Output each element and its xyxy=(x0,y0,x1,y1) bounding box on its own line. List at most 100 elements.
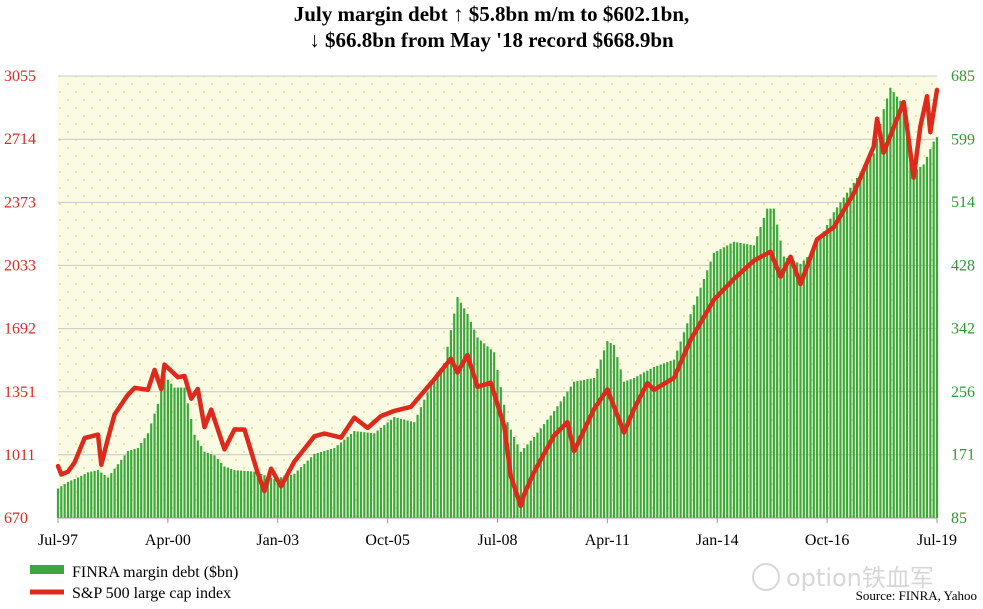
margin-debt-bar xyxy=(739,242,742,519)
margin-debt-bar xyxy=(652,366,656,518)
margin-debt-bar xyxy=(296,470,299,518)
margin-debt-bar xyxy=(682,332,686,518)
x-tick-label: Jan-14 xyxy=(696,532,739,549)
margin-debt-bar xyxy=(539,428,542,518)
margin-debt-bar xyxy=(493,352,496,518)
margin-debt-bar xyxy=(483,343,486,518)
margin-debt-bar xyxy=(676,350,679,518)
source-note: Source: FINRA, Yahoo xyxy=(855,588,977,603)
margin-debt-bar xyxy=(306,460,309,518)
margin-debt-bar xyxy=(526,444,529,518)
margin-debt-bar xyxy=(569,386,572,518)
margin-debt-bar xyxy=(73,478,76,518)
margin-debt-bar xyxy=(399,418,403,518)
margin-debt-bar xyxy=(885,98,889,518)
margin-debt-bar xyxy=(146,433,149,518)
margin-debt-bar xyxy=(786,257,789,518)
margin-debt-bar xyxy=(912,171,915,518)
margin-debt-bar xyxy=(612,344,616,518)
margin-debt-bar xyxy=(546,419,549,518)
margin-debt-bar xyxy=(626,380,629,518)
margin-debt-bar xyxy=(379,427,383,518)
margin-debt-bar xyxy=(186,403,189,518)
margin-debt-bar xyxy=(60,486,63,518)
legend-label-bars: FINRA margin debt ($bn) xyxy=(72,564,238,581)
margin-debt-bar xyxy=(166,379,169,518)
margin-debt-bar xyxy=(170,383,173,518)
margin-debt-bar xyxy=(329,449,333,518)
y-left-tick-label: 1692 xyxy=(4,321,36,338)
margin-debt-bar xyxy=(423,399,426,518)
margin-debt-bar xyxy=(536,432,539,518)
margin-debt-bar xyxy=(216,459,219,518)
x-tick-label: Apr-11 xyxy=(585,532,630,549)
margin-debt-bar xyxy=(183,387,186,518)
margin-debt-bar xyxy=(609,343,612,518)
y-right-tick-label: 256 xyxy=(951,384,975,401)
margin-debt-bar xyxy=(163,375,166,518)
margin-debt-bar xyxy=(419,407,423,518)
margin-debt-bar xyxy=(253,471,256,518)
margin-debt-bar xyxy=(759,227,762,518)
chart-title-line1: July margin debt ↑ $5.8bn m/m to $602.1b… xyxy=(293,2,690,26)
margin-debt-bar xyxy=(193,434,196,518)
margin-debt-bar xyxy=(836,207,839,518)
margin-debt-bar xyxy=(319,451,323,518)
margin-debt-bar xyxy=(726,245,729,518)
margin-debt-bar xyxy=(855,177,859,518)
x-tick-label: Jul-08 xyxy=(478,532,518,549)
margin-debt-bar xyxy=(499,387,502,518)
margin-debt-bar xyxy=(153,413,156,518)
margin-debt-bar xyxy=(436,372,439,518)
margin-debt-bar xyxy=(872,153,875,518)
margin-debt-bar xyxy=(190,419,193,518)
margin-debt-bar xyxy=(842,197,845,519)
y-left-tick-label: 2714 xyxy=(4,131,36,148)
margin-debt-bar xyxy=(706,270,709,518)
margin-debt-bar xyxy=(80,475,83,518)
margin-debt-bar xyxy=(629,379,632,518)
margin-debt-bar xyxy=(819,237,822,518)
margin-debt-bar xyxy=(582,379,586,519)
y-right-tick-label: 171 xyxy=(951,447,975,464)
margin-debt-bar xyxy=(875,138,879,518)
margin-debt-bar xyxy=(246,471,249,518)
margin-debt-bar xyxy=(686,323,689,518)
margin-debt-bar xyxy=(769,208,772,518)
margin-debt-bar xyxy=(279,477,283,518)
margin-debt-bar xyxy=(929,149,932,518)
y-right-tick-label: 428 xyxy=(951,257,975,274)
margin-debt-bar xyxy=(709,261,712,518)
y-right-tick-label: 685 xyxy=(951,68,975,85)
margin-debt-bar xyxy=(756,236,759,519)
margin-debt-bar xyxy=(336,445,339,518)
margin-debt-bar xyxy=(826,225,829,519)
margin-debt-bar xyxy=(722,247,726,518)
watermark: option铁血军 xyxy=(752,558,934,593)
y-left-tick-label: 1011 xyxy=(4,447,35,464)
margin-debt-bar xyxy=(659,364,662,518)
margin-debt-bar xyxy=(789,259,792,518)
margin-debt-bar xyxy=(289,474,293,518)
margin-debt-bar xyxy=(143,438,146,518)
margin-debt-bar xyxy=(136,448,140,518)
margin-debt-bar xyxy=(363,432,366,518)
y-right-tick-label: 342 xyxy=(951,321,975,338)
margin-debt-bar xyxy=(413,422,416,518)
margin-debt-bar xyxy=(592,378,596,518)
y-left-tick-label: 3055 xyxy=(4,68,36,85)
margin-debt-bar xyxy=(692,305,696,518)
margin-debt-bar xyxy=(313,453,316,518)
margin-debt-bar xyxy=(503,404,506,518)
margin-debt-bar xyxy=(369,432,373,518)
margin-debt-bar xyxy=(56,488,60,518)
margin-debt-bar xyxy=(489,349,492,518)
margin-debt-bar xyxy=(173,387,176,518)
margin-debt-bar xyxy=(742,243,745,518)
margin-debt-bar xyxy=(802,260,805,518)
margin-debt-bar xyxy=(473,329,476,518)
sp500-line xyxy=(55,87,940,509)
margin-debt-bar xyxy=(806,257,809,518)
margin-debt-bar xyxy=(366,432,369,518)
margin-debt-bar xyxy=(463,308,466,518)
